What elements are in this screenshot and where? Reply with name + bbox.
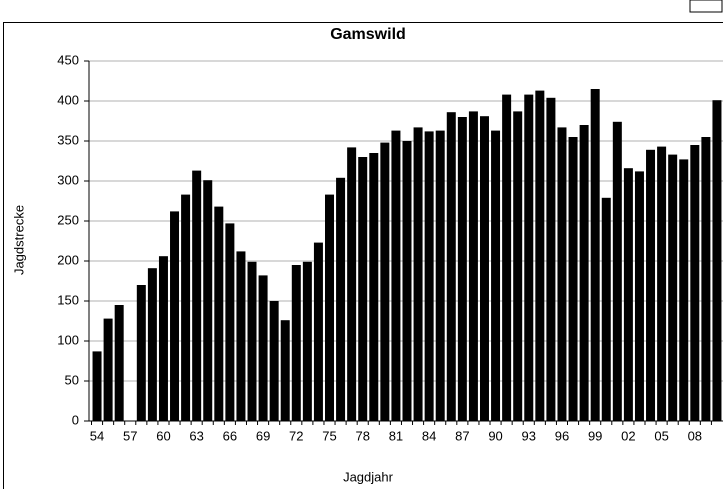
bar xyxy=(225,223,235,421)
bar xyxy=(280,320,290,421)
bar xyxy=(302,261,312,421)
bar xyxy=(313,242,323,421)
bar xyxy=(701,137,711,421)
x-axis-label: Jagdjahr xyxy=(343,469,394,484)
x-tick-label: 63 xyxy=(189,428,203,443)
bar xyxy=(579,125,589,421)
bar xyxy=(203,180,213,421)
bar xyxy=(358,157,368,421)
x-tick-label: 72 xyxy=(289,428,303,443)
y-tick-label: 100 xyxy=(57,332,79,347)
bar xyxy=(634,171,644,421)
bar xyxy=(468,111,478,422)
bar xyxy=(369,153,379,421)
y-tick-label: 300 xyxy=(57,172,79,187)
bar xyxy=(646,149,656,422)
bar xyxy=(236,251,246,421)
bar xyxy=(446,112,456,421)
y-tick-label: 150 xyxy=(57,292,79,307)
x-tick-label: 02 xyxy=(621,428,635,443)
x-tick-label: 54 xyxy=(90,428,104,443)
x-tick-label: 57 xyxy=(123,428,137,443)
chart-title: Gamswild xyxy=(330,26,406,43)
bar xyxy=(513,111,523,422)
y-tick-label: 250 xyxy=(57,212,79,227)
x-tick-label: 99 xyxy=(588,428,602,443)
bar xyxy=(247,261,257,421)
bar xyxy=(435,130,445,421)
bar xyxy=(92,351,102,421)
y-tick-label: 350 xyxy=(57,132,79,147)
bar xyxy=(336,177,346,421)
bar xyxy=(502,94,512,421)
bar xyxy=(325,194,335,421)
window-tab xyxy=(689,0,723,13)
x-tick-label: 05 xyxy=(654,428,668,443)
x-tick-label: 84 xyxy=(422,428,436,443)
x-tick-label: 90 xyxy=(488,428,502,443)
bar xyxy=(690,145,700,421)
bar xyxy=(347,147,357,421)
y-tick-label: 450 xyxy=(57,52,79,67)
bar xyxy=(479,116,489,421)
x-tick-label: 60 xyxy=(156,428,170,443)
bar xyxy=(269,301,279,421)
bar xyxy=(657,146,667,421)
bar xyxy=(136,285,146,421)
bar xyxy=(712,100,722,421)
bar xyxy=(258,275,268,421)
bar xyxy=(402,141,412,421)
y-tick-label: 400 xyxy=(57,92,79,107)
x-tick-label: 87 xyxy=(455,428,469,443)
bar xyxy=(557,127,567,422)
x-tick-label: 78 xyxy=(355,428,369,443)
bar xyxy=(491,130,501,421)
x-tick-label: 81 xyxy=(389,428,403,443)
x-tick-label: 08 xyxy=(688,428,702,443)
x-tick-label: 66 xyxy=(223,428,237,443)
bar xyxy=(524,94,534,421)
bar xyxy=(424,131,434,421)
y-tick-label: 0 xyxy=(72,412,79,427)
bar xyxy=(623,168,633,421)
bar xyxy=(380,142,390,421)
y-tick-label: 200 xyxy=(57,252,79,267)
x-tick-label: 93 xyxy=(522,428,536,443)
x-tick-label: 96 xyxy=(555,428,569,443)
bar xyxy=(668,154,678,421)
x-tick-label: 69 xyxy=(256,428,270,443)
bar xyxy=(214,206,224,421)
bar xyxy=(590,89,600,421)
bar xyxy=(158,256,168,421)
bar xyxy=(535,90,545,421)
bar xyxy=(114,305,124,421)
bar xyxy=(457,117,467,421)
bar xyxy=(568,137,578,421)
bar xyxy=(413,127,423,422)
bar xyxy=(170,211,180,421)
bar xyxy=(181,194,191,421)
bar xyxy=(679,159,689,421)
bar xyxy=(103,318,113,421)
bar xyxy=(612,121,622,422)
bar xyxy=(291,265,301,421)
bar xyxy=(546,97,556,422)
bar xyxy=(147,268,157,421)
x-tick-label: 75 xyxy=(322,428,336,443)
bar xyxy=(391,130,401,421)
y-tick-label: 50 xyxy=(65,372,79,387)
bar xyxy=(601,197,611,421)
y-axis-label: Jagdstrecke xyxy=(11,205,26,275)
bar xyxy=(192,170,202,421)
